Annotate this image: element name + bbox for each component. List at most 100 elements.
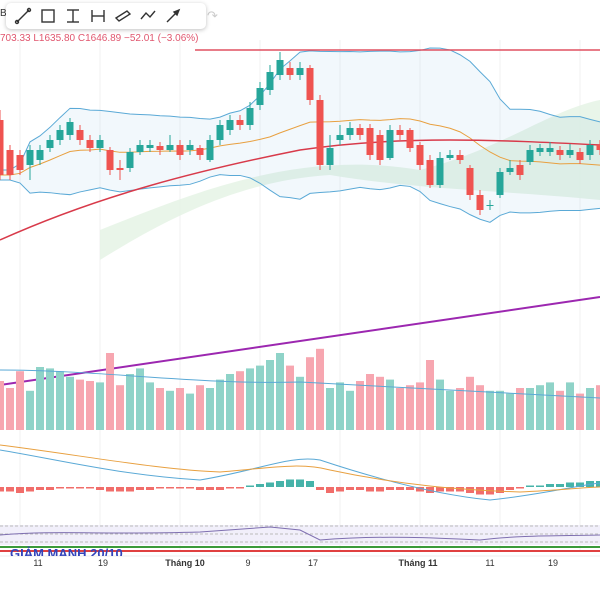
path-icon[interactable] <box>137 5 159 27</box>
candle-body <box>326 148 334 165</box>
horizontal-range-icon[interactable] <box>87 5 109 27</box>
volume-bar <box>416 382 424 430</box>
volume-bar <box>366 374 374 430</box>
volume-bar <box>16 371 24 430</box>
macd-histogram-bar <box>276 481 284 487</box>
macd-histogram-bar <box>316 487 324 490</box>
macd-histogram-bar <box>76 487 84 489</box>
macd-histogram-bar <box>106 487 114 492</box>
candle-body <box>176 145 184 155</box>
candle-body <box>366 128 374 155</box>
volume-bar <box>506 393 514 430</box>
volume-bar <box>556 390 564 430</box>
time-tick: 11 <box>485 558 495 568</box>
volume-bar <box>6 388 14 430</box>
volume-bar <box>136 368 144 430</box>
volume-bar <box>106 353 114 430</box>
candle-body <box>16 155 24 170</box>
macd-histogram-bar <box>356 487 364 490</box>
macd-histogram-bar <box>216 487 224 490</box>
candle-body <box>506 168 514 172</box>
arrow-icon[interactable] <box>162 5 184 27</box>
candle-body <box>86 140 94 148</box>
macd-histogram-bar <box>506 487 514 490</box>
candle-body <box>576 152 584 160</box>
macd-histogram-bar <box>296 479 304 487</box>
volume-bar <box>286 365 294 430</box>
macd-histogram-bar <box>326 487 334 493</box>
macd-histogram-bar <box>336 487 344 492</box>
macd-histogram-bar <box>346 487 354 490</box>
ma-purple-line <box>0 296 600 386</box>
vertical-range-icon[interactable] <box>62 5 84 27</box>
volume-bar <box>206 388 214 430</box>
time-tick: 11 <box>33 558 43 568</box>
volume-bar <box>576 393 584 430</box>
candle-body <box>246 108 254 125</box>
candle-body <box>526 150 534 162</box>
parallel-channel-icon[interactable] <box>112 5 134 27</box>
macd-histogram-bar <box>436 487 444 492</box>
macd-histogram-bar <box>136 487 144 490</box>
macd-histogram-bar <box>306 481 314 487</box>
volume-bar <box>36 367 44 430</box>
volume-bar <box>216 379 224 430</box>
macd-histogram-bar <box>466 487 474 493</box>
candle-body <box>256 88 264 105</box>
macd-histogram-bar <box>596 481 600 487</box>
volume-bar <box>426 360 434 430</box>
candle-body <box>236 120 244 125</box>
redo-icon[interactable]: ↷ <box>207 8 218 23</box>
candle-body <box>216 125 224 140</box>
candle-body <box>456 155 464 160</box>
macd-histogram-bar <box>556 484 564 487</box>
volume-bar <box>226 374 234 430</box>
candle-body <box>566 150 574 155</box>
candle-body <box>436 158 444 185</box>
volume-bar <box>536 385 544 430</box>
volume-bar <box>0 381 4 430</box>
volume-bar <box>56 371 64 430</box>
volume-bar <box>566 382 574 430</box>
candle-body <box>426 160 434 185</box>
rsi-band <box>0 525 600 545</box>
volume-bar <box>96 382 104 430</box>
annotation-banner: GIẢM MẠNH 20/10 <box>10 546 123 556</box>
rectangle-icon[interactable] <box>37 5 59 27</box>
volume-bar <box>296 376 304 430</box>
candle-body <box>136 145 144 152</box>
volume-bar <box>66 376 74 430</box>
volume-bar <box>116 385 124 430</box>
time-tick: 9 <box>245 558 251 568</box>
volume-bar <box>276 353 284 430</box>
macd-histogram-bar <box>526 485 534 487</box>
macd-histogram-bar <box>126 487 134 492</box>
volume-bar <box>76 379 84 430</box>
volume-bar <box>526 388 534 430</box>
candle-body <box>56 130 64 140</box>
volume-bar <box>176 388 184 430</box>
macd-line <box>0 449 600 501</box>
macd-histogram-bar <box>206 487 214 490</box>
macd-histogram-bar <box>196 487 204 490</box>
volume-bar <box>456 388 464 430</box>
volume-bar <box>546 382 554 430</box>
macd-histogram-bar <box>86 487 94 489</box>
macd-histogram-bar <box>376 487 384 492</box>
macd-histogram-bar <box>566 482 574 487</box>
candle-body <box>26 150 34 165</box>
macd-histogram-bar <box>236 487 244 489</box>
volume-bar <box>46 368 54 430</box>
candle-body <box>356 128 364 135</box>
trend-line-icon[interactable] <box>12 5 34 27</box>
volume-ma-line <box>0 369 600 399</box>
macd-histogram-bar <box>0 487 4 492</box>
volume-bar <box>406 385 414 430</box>
candle-body <box>286 68 294 75</box>
macd-signal-line <box>0 444 600 493</box>
volume-bar <box>516 388 524 430</box>
macd-histogram-bar <box>156 487 164 489</box>
macd-histogram-bar <box>256 484 264 487</box>
candle-body <box>396 130 404 135</box>
